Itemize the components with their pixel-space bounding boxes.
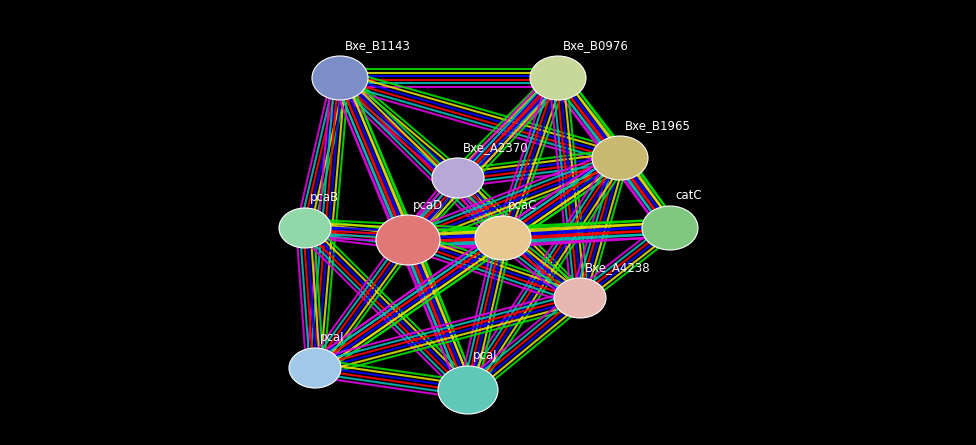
Text: pcaD: pcaD — [413, 199, 443, 212]
Text: catC: catC — [675, 189, 702, 202]
Ellipse shape — [289, 348, 341, 388]
Ellipse shape — [642, 206, 698, 250]
Ellipse shape — [376, 215, 440, 265]
Ellipse shape — [592, 136, 648, 180]
Text: Bxe_B0976: Bxe_B0976 — [563, 39, 629, 52]
Ellipse shape — [438, 366, 498, 414]
Ellipse shape — [530, 56, 586, 100]
Text: Bxe_A2370: Bxe_A2370 — [463, 141, 529, 154]
Text: pcaC: pcaC — [508, 199, 538, 212]
Text: pcaB: pcaB — [310, 191, 340, 204]
Text: pcaI: pcaI — [320, 331, 345, 344]
Text: pcaJ: pcaJ — [473, 349, 498, 362]
Ellipse shape — [554, 278, 606, 318]
Text: Bxe_B1965: Bxe_B1965 — [625, 119, 691, 132]
Text: Bxe_A4238: Bxe_A4238 — [585, 261, 651, 274]
Ellipse shape — [475, 216, 531, 260]
Ellipse shape — [432, 158, 484, 198]
Ellipse shape — [279, 208, 331, 248]
Text: Bxe_B1143: Bxe_B1143 — [345, 39, 411, 52]
Ellipse shape — [312, 56, 368, 100]
